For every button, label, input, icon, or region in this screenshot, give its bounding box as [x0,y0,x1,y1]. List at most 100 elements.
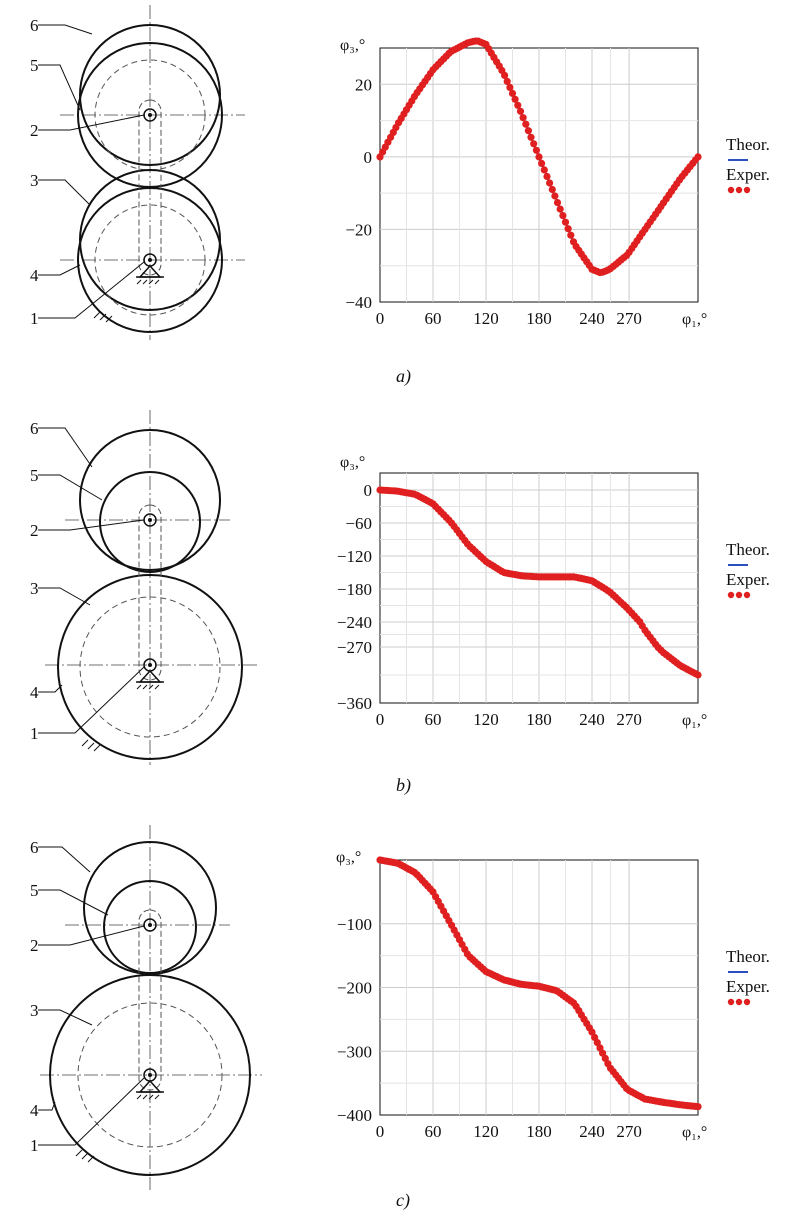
legend-exper-label: Exper. [726,977,770,996]
x-tick-label: 180 [526,309,552,328]
x-tick-label: 120 [473,1122,499,1141]
mechanism-b: 6 5 2 3 4 1 [30,410,260,765]
gear-5 [103,880,197,974]
series-exper-points [376,856,702,1111]
joint-2 [148,113,152,117]
exper-point [559,212,567,220]
exper-point [522,120,530,128]
mechanism-c: 6 5 2 3 4 1 [30,825,262,1190]
exper-point [519,114,527,122]
exper-point [538,159,546,167]
carrier-link [138,99,162,276]
label-5: 5 [30,56,39,75]
label-1: 1 [30,724,39,743]
chart-a: 0 60 120 180 240 270 20 0 −20 −40 φ₃,° φ₁,° Theor. Ex… [340,37,770,328]
y-tick-label: −40 [345,293,372,312]
legend-theor-label: Theor. [726,540,770,559]
legend-exper-swatch [727,186,735,194]
legend-exper-label: Exper. [726,165,770,184]
exper-point [532,146,541,154]
x-tick-label: 60 [425,309,442,328]
mechanism-a: 6 5 2 3 4 1 [30,5,245,340]
exper-point [694,1103,702,1111]
ground-hatch [75,1094,160,1163]
label-3: 3 [30,1001,39,1020]
exper-point [556,205,564,213]
gear-6 [79,429,221,571]
y-tick-label: −300 [337,1042,372,1061]
exper-point [527,133,535,141]
label-5: 5 [30,881,39,900]
series-exper-points [376,486,702,679]
leader-lines [38,24,145,319]
joint-2 [148,518,152,522]
label-4: 4 [30,1101,39,1120]
x-tick-label: 0 [376,710,385,729]
legend-theor-label: Theor. [726,947,770,966]
exper-point [548,185,556,194]
gear-5 [99,471,201,573]
exper-point [561,218,570,226]
exper-point [567,231,575,239]
legend-exper-swatch [743,998,751,1006]
x-axis-label: φ₁,° [682,712,707,729]
label-1: 1 [30,1136,39,1155]
legend-exper-label: Exper. [726,570,770,589]
exper-point [503,77,511,85]
x-tick-label: 0 [376,309,385,328]
exper-point [694,671,702,679]
exper-point [530,140,538,148]
x-tick-label: 240 [579,309,605,328]
label-1: 1 [30,309,39,328]
exper-point [553,199,562,207]
label-3: 3 [30,579,39,598]
exper-point [543,172,551,181]
y-tick-label: 20 [355,75,372,94]
label-6: 6 [30,838,39,857]
joint-1 [148,663,152,667]
label-4: 4 [30,683,39,702]
x-tick-label: 270 [616,710,642,729]
label-2: 2 [30,121,39,140]
exper-point [501,71,509,79]
x-tick-label: 60 [425,710,442,729]
label-4: 4 [30,266,39,285]
carrier-link [138,909,162,1091]
caption-c: c) [396,1190,410,1210]
chart-b: 0 60 120 180 240 270 0 −60 −120 −180 −240 −270 −360 φ… [337,454,770,729]
x-axis-label: φ₁,° [682,311,707,328]
exper-point [535,153,543,161]
label-6: 6 [30,419,39,438]
exper-point [540,166,548,174]
legend-exper-swatch [727,998,735,1006]
leader-lines [38,427,145,734]
exper-point [506,83,514,91]
legend-exper-swatch [735,998,743,1006]
y-tick-label: −60 [345,514,372,533]
x-tick-label: 60 [425,1122,442,1141]
label-3: 3 [30,171,39,190]
label-2: 2 [30,936,39,955]
leader-lines [38,846,145,1146]
gear-4 [57,574,243,760]
joint-1 [148,258,152,262]
x-tick-label: 180 [526,1122,552,1141]
exper-point [516,107,525,115]
x-tick-label: 0 [376,1122,385,1141]
legend-exper-swatch [735,591,743,599]
y-tick-label: −200 [337,979,372,998]
y-tick-label: −360 [337,694,372,713]
exper-point [511,95,519,103]
x-tick-label: 270 [616,1122,642,1141]
y-tick-label: 0 [364,481,373,500]
exper-point [551,192,559,200]
legend-exper-swatch [743,591,751,599]
panel-c: 6 5 2 3 4 1 0 60 120 180 240 270 −100 −200 −300 −… [0,820,800,1227]
label-2: 2 [30,521,39,540]
y-tick-label: −20 [345,220,372,239]
exper-point [564,225,572,233]
x-tick-label: 240 [579,1122,605,1141]
x-tick-label: 120 [473,710,499,729]
panel-a: 6 5 2 3 4 1 0 60 120 180 240 270 20 0 −20 −40 φ₃,°… [0,0,800,400]
legend-exper-swatch [727,591,735,599]
